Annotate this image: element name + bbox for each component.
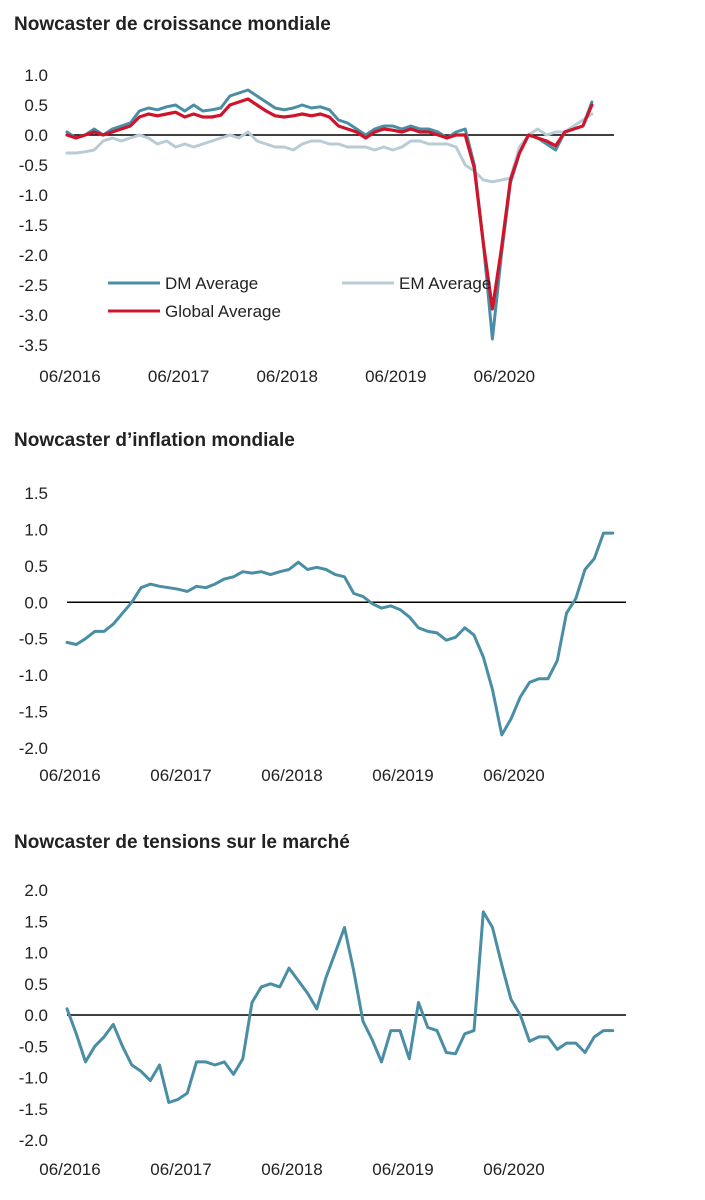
legend-label: EM Average: [399, 274, 491, 293]
x-tick-label: 06/2019: [372, 1160, 433, 1179]
inflation-chart: 1.5 1.0 0.5 0.0 -0.5 -1.0 -1.5 -2.0 06/2016 06/20…: [19, 484, 626, 785]
x-tick-label: 06/2018: [261, 766, 322, 785]
y-tick-label: -3.0: [19, 306, 48, 325]
y-tick-label: 1.5: [24, 484, 48, 503]
y-tick-label: 0.5: [24, 96, 48, 115]
x-tick-label: 06/2017: [150, 1160, 211, 1179]
y-tick-label: -3.5: [19, 336, 48, 355]
chart-title: Nowcaster de tensions sur le marché: [14, 832, 350, 853]
y-tick-label: 2.0: [24, 881, 48, 900]
x-tick-label: 06/2016: [39, 367, 100, 386]
y-tick-label: -1.0: [19, 1069, 48, 1088]
y-tick-label: -2.0: [19, 246, 48, 265]
series-line: [65, 112, 594, 184]
y-tick-label: -0.5: [19, 156, 48, 175]
x-tick-label: 06/2020: [474, 367, 535, 386]
x-tick-label: 06/2017: [150, 766, 211, 785]
chart-title: Nowcaster de croissance mondiale: [14, 14, 331, 35]
chart-title: Nowcaster d’inflation mondiale: [14, 430, 295, 451]
y-tick-label: 0.0: [24, 126, 48, 145]
y-tick-label: 1.5: [24, 912, 48, 931]
y-tick-label: 0.0: [24, 593, 48, 612]
legend-label: Global Average: [165, 302, 281, 321]
growth-chart: 1.0 0.5 0.0 -0.5 -1.0 -1.5 -2.0 -2.5 -3.0 -3.5 06/…: [19, 66, 614, 386]
x-tick-label: 06/2016: [39, 1160, 100, 1179]
y-tick-label: 0.5: [24, 557, 48, 576]
y-tick-label: -2.5: [19, 276, 48, 295]
x-tick-label: 06/2018: [256, 367, 317, 386]
y-tick-label: 1.0: [24, 520, 48, 539]
x-tick-label: 06/2020: [483, 1160, 544, 1179]
y-tick-label: -2.0: [19, 1131, 48, 1150]
y-tick-label: -1.5: [19, 703, 48, 722]
y-tick-label: -0.5: [19, 1037, 48, 1056]
y-tick-label: -1.5: [19, 216, 48, 235]
y-tick-label: 1.0: [24, 944, 48, 963]
x-tick-label: 06/2020: [483, 766, 544, 785]
x-tick-label: 06/2019: [372, 766, 433, 785]
y-tick-label: -1.0: [19, 666, 48, 685]
series-line: [65, 531, 615, 737]
x-tick-label: 06/2019: [365, 367, 426, 386]
series-line: [65, 97, 594, 311]
x-tick-label: 06/2017: [148, 367, 209, 386]
x-tick-label: 06/2016: [39, 766, 100, 785]
y-tick-label: 0.0: [24, 1006, 48, 1025]
y-tick-label: -1.5: [19, 1100, 48, 1119]
y-tick-label: 1.0: [24, 66, 48, 85]
y-tick-label: -1.0: [19, 186, 48, 205]
legend-label: DM Average: [165, 274, 258, 293]
y-tick-label: 0.5: [24, 975, 48, 994]
x-tick-label: 06/2018: [261, 1160, 322, 1179]
y-tick-label: -0.5: [19, 630, 48, 649]
y-tick-label: -2.0: [19, 739, 48, 758]
series-line: [65, 910, 615, 1104]
